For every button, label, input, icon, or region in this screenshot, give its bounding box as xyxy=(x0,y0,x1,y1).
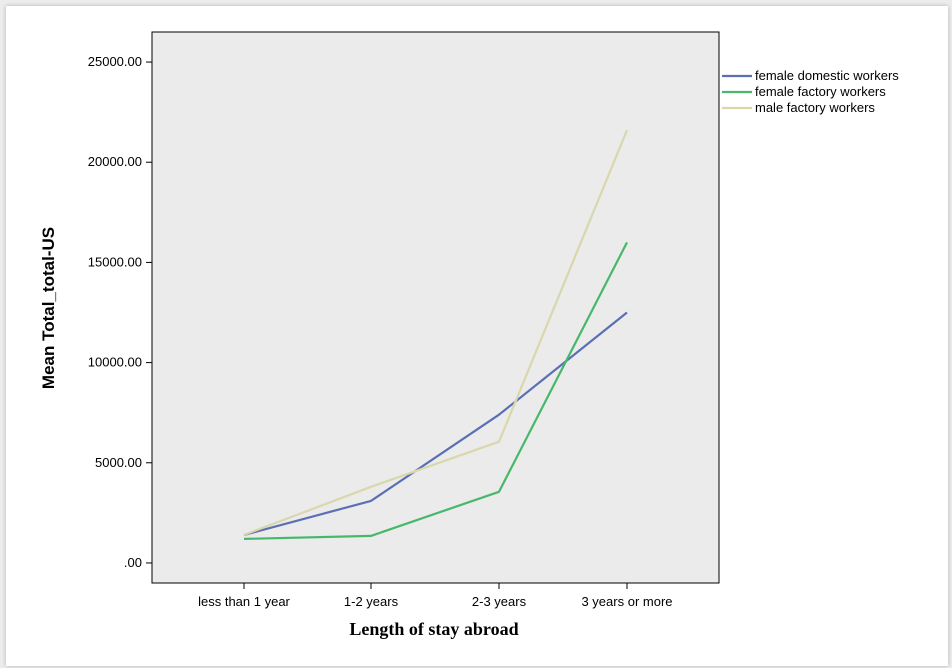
legend-entry: female domestic workers xyxy=(755,68,899,83)
x-tick-label: 3 years or more xyxy=(581,594,672,609)
legend-entry: male factory workers xyxy=(755,100,875,115)
plot-area xyxy=(151,31,720,584)
y-tick-label: 5000.00 xyxy=(95,455,142,470)
y-tick-label: 15000.00 xyxy=(88,254,142,269)
series-line-3 xyxy=(243,129,629,536)
series-line-2 xyxy=(243,241,628,540)
x-tick-label: less than 1 year xyxy=(198,594,290,609)
x-tick-label: 1-2 years xyxy=(344,594,399,609)
x-axis-label: Length of stay abroad xyxy=(349,619,518,639)
legend-entry: female factory workers xyxy=(755,84,886,99)
y-axis-label: Mean Total_total-US xyxy=(39,227,58,389)
y-tick-label: .00 xyxy=(124,555,142,570)
y-tick-label: 10000.00 xyxy=(88,355,142,370)
y-tick-label: 25000.00 xyxy=(88,54,142,69)
series-line-1 xyxy=(243,311,628,536)
x-tick-label: 2-3 years xyxy=(472,594,527,609)
y-tick-label: 20000.00 xyxy=(88,154,142,169)
